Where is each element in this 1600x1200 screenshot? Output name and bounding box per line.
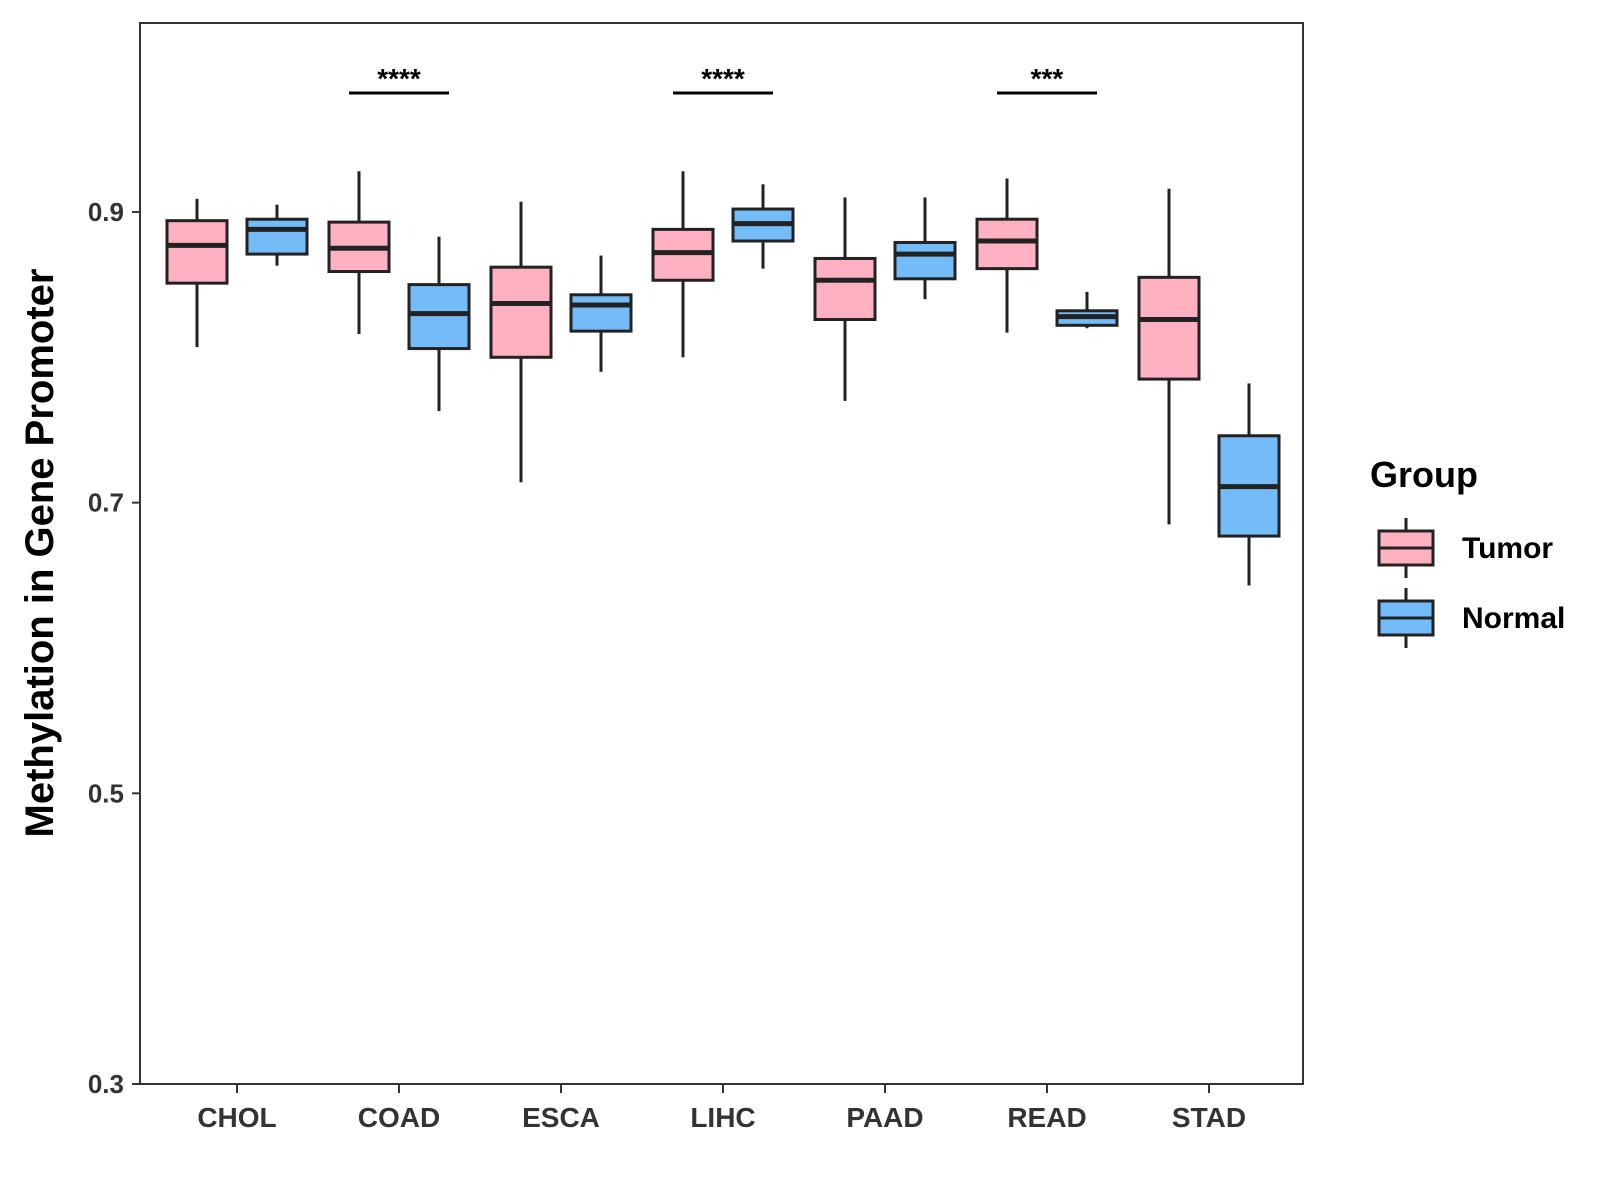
box-body (569, 293, 633, 333)
box-normal-paad (893, 197, 957, 300)
y-axis-title: Methylation in Gene Promoter (18, 269, 62, 838)
box-body (245, 217, 309, 256)
y-axis: 0.3 0.5 0.7 0.9 (88, 197, 140, 1099)
box-body (975, 217, 1039, 271)
significance-label: **** (377, 63, 421, 94)
legend: Group Tumor Normal (1370, 454, 1565, 648)
x-tick-label-lihc: LIHC (690, 1102, 755, 1133)
legend-key-normal (1377, 588, 1435, 648)
legend-label-normal: Normal (1462, 602, 1565, 635)
box-body (813, 256, 877, 321)
box-normal-lihc (731, 184, 795, 269)
box-body (165, 219, 229, 285)
y-tick-label: 0.5 (88, 778, 124, 808)
x-tick-label-paad: PAAD (846, 1102, 923, 1133)
y-tick-label: 0.3 (88, 1069, 124, 1099)
x-tick-label-chol: CHOL (197, 1102, 276, 1133)
x-tick-label-coad: COAD (358, 1102, 440, 1133)
significance-label: **** (701, 63, 745, 94)
legend-title: Group (1370, 454, 1478, 495)
x-tick-label-stad: STAD (1172, 1102, 1246, 1133)
panel-border (139, 22, 1304, 1085)
y-tick-label: 0.7 (88, 488, 124, 518)
box-body (489, 265, 553, 359)
y-tick-label: 0.9 (88, 197, 124, 227)
box-normal-chol (245, 204, 309, 266)
legend-key-tumor (1377, 518, 1435, 578)
legend-label-tumor: Tumor (1462, 532, 1553, 565)
significance-layer: **** **** *** (349, 63, 1097, 95)
box-tumor-stad (1137, 188, 1201, 525)
box-tumor-lihc (651, 171, 715, 358)
box-normal-read (1055, 291, 1119, 329)
x-tick-label-read: READ (1007, 1102, 1086, 1133)
box-body (407, 283, 471, 351)
box-body (1137, 275, 1201, 381)
x-axis: CHOL COAD ESCA LIHC PAAD READ STAD (197, 1084, 1246, 1133)
box-tumor-chol (165, 198, 229, 348)
box-tumor-paad (813, 197, 877, 401)
box-normal-esca (569, 255, 633, 372)
significance-label: *** (1031, 63, 1064, 94)
box-tumor-coad (327, 171, 391, 335)
x-tick-label-esca: ESCA (522, 1102, 600, 1133)
box-tumor-read (975, 178, 1039, 333)
box-body (893, 240, 957, 281)
box-normal-stad (1217, 383, 1281, 586)
box-normal-coad (407, 236, 471, 412)
box-tumor-esca (489, 201, 553, 483)
box-layer (165, 171, 1281, 586)
